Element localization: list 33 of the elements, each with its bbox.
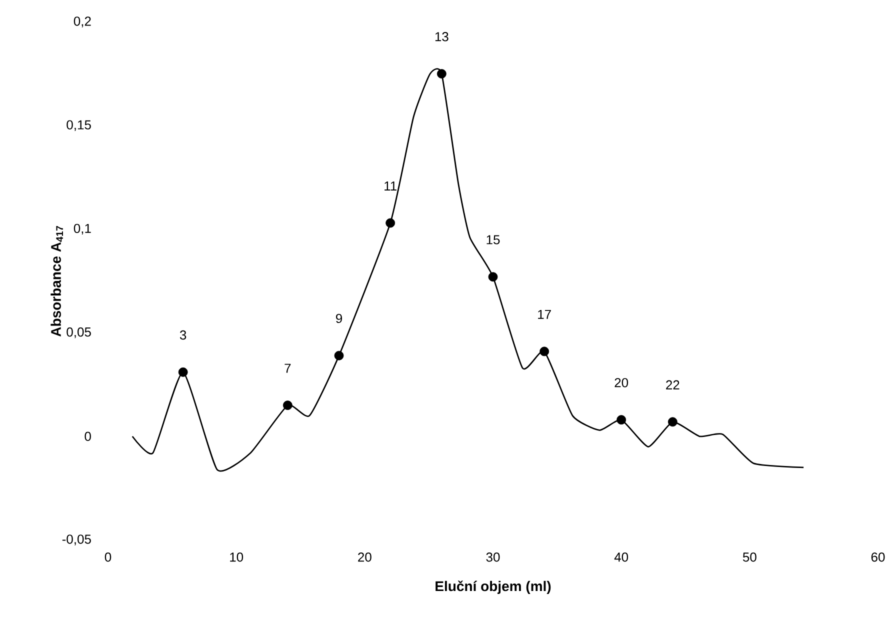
annotation: 20 <box>614 378 628 388</box>
y-tick-label: -0,05 <box>62 534 91 546</box>
point <box>282 400 292 410</box>
y-tick-label: 0,2 <box>74 16 91 28</box>
point <box>488 272 498 282</box>
x-tick-label: 60 <box>871 552 885 562</box>
y-tick-label: 0,05 <box>66 327 91 338</box>
annotation: 3 <box>180 330 186 340</box>
point <box>436 69 446 78</box>
annotation: 17 <box>538 310 551 319</box>
x-tick-label: 30 <box>486 552 500 562</box>
annotation: 11 <box>384 182 396 190</box>
y-axis-title: Absorbance A$_{417}$ <box>50 226 63 337</box>
point <box>540 346 550 356</box>
annotation: 13 <box>435 32 448 42</box>
x-tick-label: 40 <box>614 552 628 562</box>
annotation: 7 <box>284 364 291 373</box>
x-tick-label: 50 <box>742 552 756 562</box>
annotation: 9 <box>336 314 342 324</box>
y-tick-label: 0,15 <box>66 120 91 131</box>
y-tick-label: 0 <box>84 432 91 441</box>
annotation: 15 <box>486 235 500 244</box>
point <box>386 218 396 228</box>
point <box>616 415 626 425</box>
x-tick-label: 20 <box>358 552 372 562</box>
annotation: 22 <box>666 380 680 390</box>
x-axis-title: Eluční objem (ml) <box>436 580 551 594</box>
point <box>668 417 678 427</box>
point <box>178 367 188 377</box>
y-tick-label: 0,1 <box>74 224 91 235</box>
x-tick-label: 10 <box>230 552 244 562</box>
point <box>334 350 344 360</box>
x-tick-label: 0 <box>104 552 112 562</box>
